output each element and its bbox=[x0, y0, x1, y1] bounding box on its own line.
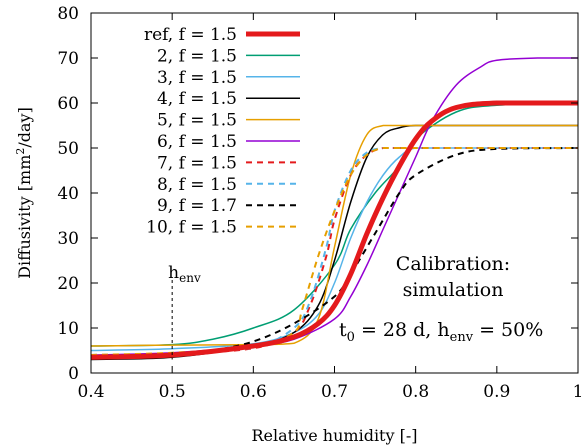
x-tick-label: 0.5 bbox=[159, 382, 186, 402]
y-tick-label: 30 bbox=[57, 229, 79, 249]
legend-label: 10, f = 1.5 bbox=[146, 218, 237, 238]
annotation-calibration: Calibration: bbox=[396, 253, 510, 275]
legend-label: 8, f = 1.5 bbox=[157, 175, 237, 195]
y-tick-label: 10 bbox=[57, 319, 79, 339]
x-axis-label: Relative humidity [-] bbox=[251, 426, 417, 445]
y-tick-label: 20 bbox=[57, 274, 79, 294]
henv-label: henv bbox=[168, 263, 201, 285]
legend-label: 4, f = 1.5 bbox=[157, 89, 237, 109]
y-tick-label: 70 bbox=[57, 49, 79, 69]
legend-label: 9, f = 1.7 bbox=[157, 196, 237, 216]
x-tick-label: 0.9 bbox=[483, 382, 510, 402]
legend-label: 7, f = 1.5 bbox=[157, 153, 237, 173]
x-tick-label: 1 bbox=[573, 382, 583, 402]
x-tick-label: 0.6 bbox=[240, 382, 267, 402]
y-tick-label: 40 bbox=[57, 184, 79, 204]
x-tick-label: 0.8 bbox=[402, 382, 429, 402]
y-tick-label: 50 bbox=[57, 139, 79, 159]
series-line-1 bbox=[90, 100, 578, 360]
legend: ref, f = 1.52, f = 1.53, f = 1.54, f = 1… bbox=[144, 25, 300, 238]
plot-lines bbox=[90, 57, 579, 361]
legend-label: 5, f = 1.5 bbox=[157, 111, 237, 131]
annotation-simulation: simulation bbox=[403, 279, 504, 301]
x-tick-label: 0.4 bbox=[77, 382, 104, 402]
y-tick-label: 60 bbox=[57, 94, 79, 114]
y-tick-label: 0 bbox=[68, 364, 79, 384]
legend-label: 3, f = 1.5 bbox=[157, 68, 237, 88]
legend-label: ref, f = 1.5 bbox=[144, 25, 237, 45]
y-tick-label: 80 bbox=[57, 4, 79, 24]
legend-label: 6, f = 1.5 bbox=[157, 132, 237, 152]
series-line-2 bbox=[90, 102, 579, 347]
x-tick-label: 0.7 bbox=[321, 382, 348, 402]
annotation-conditions: t0 = 28 d, henv = 50% bbox=[339, 319, 543, 345]
legend-label: 2, f = 1.5 bbox=[157, 46, 237, 66]
y-axis-label: Diffusivity [mm2/day] bbox=[14, 107, 34, 279]
series-line-10 bbox=[90, 146, 578, 356]
